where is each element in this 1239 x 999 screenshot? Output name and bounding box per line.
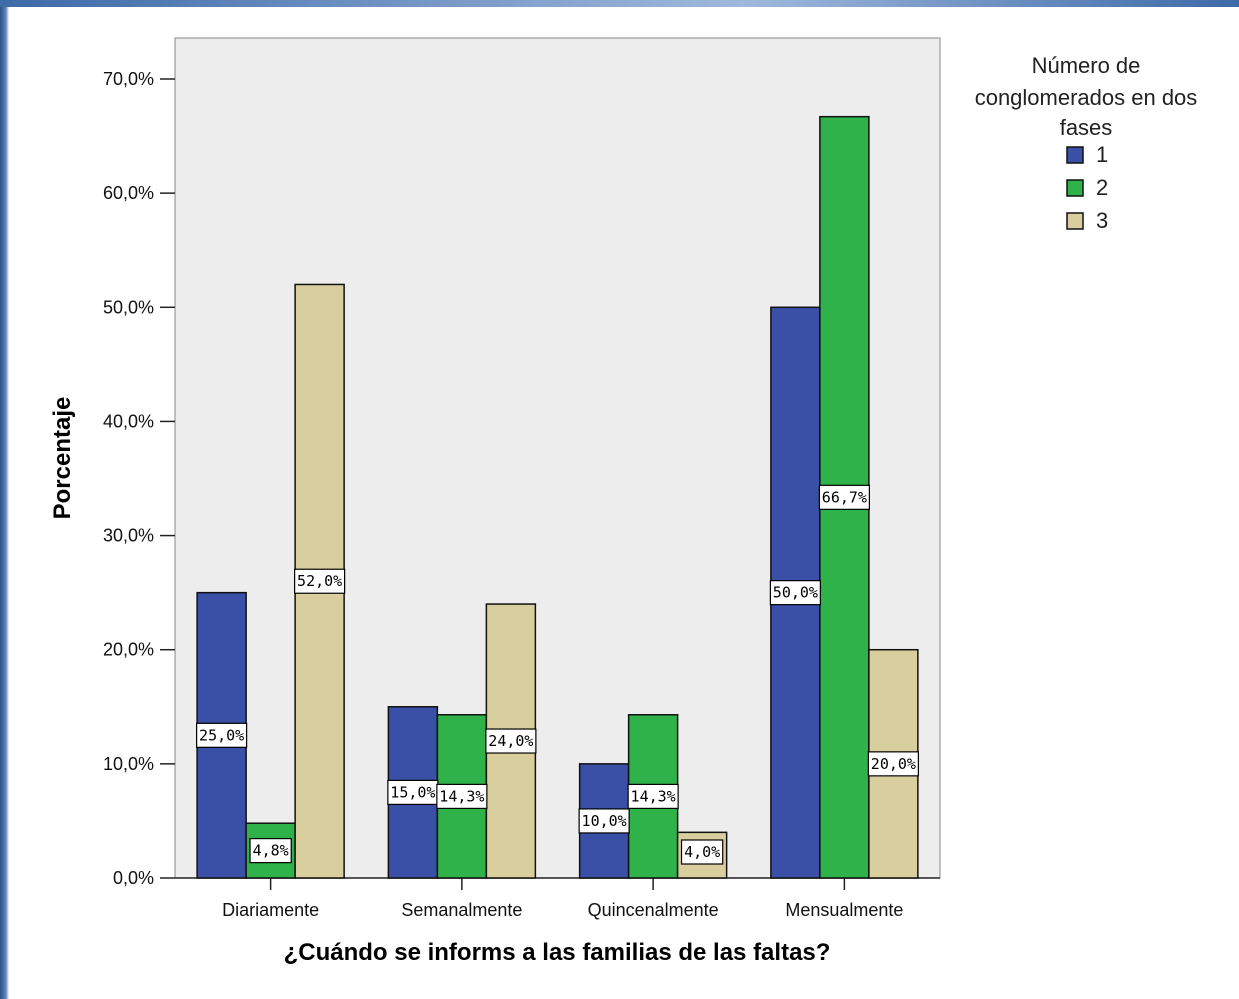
data-label-text: 52,0% [297,572,342,590]
data-label-text: 66,7% [822,488,867,506]
x-tick-label: Semanalmente [401,900,522,920]
y-tick-label: 10,0% [103,754,154,774]
legend-swatch [1066,146,1084,164]
data-label-text: 24,0% [488,732,533,750]
legend-swatch [1066,212,1084,230]
data-label-text: 25,0% [199,726,244,744]
legend-label: 2 [1096,175,1108,200]
data-label-box [196,722,248,748]
data-label-text: 4,0% [684,843,720,861]
data-label-box [680,839,724,865]
data-label-text: 20,0% [871,755,916,773]
legend-title-line-2: conglomerados en dos [975,85,1198,110]
data-labels-group: 25,0%4,8%52,0%15,0% 14,3%24,0%10,0%14,3%4… [196,484,919,865]
data-label: 52,0% [294,568,346,594]
data-label-text: 50,0% [773,584,818,602]
data-label-box [578,808,630,834]
x-tick-label: Quincenalmente [588,900,719,920]
data-label: 14,3% [436,783,488,809]
legend-title-line-3: fases [1060,115,1113,140]
data-label: 15,0% [387,779,439,805]
y-tick-label: 60,0% [103,183,154,203]
data-label: 50,0% [769,580,821,606]
data-label-text: 10,0% [582,812,627,830]
data-label-text: 4,8% [253,842,289,860]
x-axis: Diariamente Semanalmente Quincenalmente Men… [222,878,903,920]
legend-item: 1 [1066,142,1108,167]
y-axis-title: Porcentaje [49,397,76,520]
data-label: 20,0% [867,751,919,777]
legend-label: 3 [1096,208,1108,233]
data-label-box [485,728,537,754]
data-label-box [867,751,919,777]
y-tick-label: 30,0% [103,526,154,546]
data-label-text: 14,3% [631,787,676,805]
y-tick-label: 20,0% [103,640,154,660]
legend-title-line-1: Número de [1032,53,1141,78]
data-label: 25,0% [196,722,248,748]
data-label-box [249,838,292,864]
data-label: 24,0% [485,728,537,754]
data-label-box [769,580,821,606]
data-label: 4,8% [249,838,292,864]
data-label-text: 14,3% [439,787,484,805]
y-tick-label: 40,0% [103,411,154,431]
data-label-box [294,568,346,594]
data-label-box [436,783,488,809]
data-label: 14,3% [627,783,679,809]
data-label-box [627,783,679,809]
legend-label: 1 [1096,142,1108,167]
y-tick-label: 70,0% [103,69,154,89]
x-tick-label: Diariamente [222,900,319,920]
data-label: 10,0% [578,808,630,834]
data-label: 66,7% [818,484,870,510]
window-top-band [0,0,1239,7]
data-label-box [818,484,870,510]
x-tick-label: Mensualmente [785,900,903,920]
y-tick-label: 0,0% [113,868,154,888]
legend-item: 3 [1066,208,1108,233]
legend: Número de conglomerados en dos fases 1 2 3 [975,53,1198,233]
legend-swatch [1066,179,1084,197]
data-label-text: 15,0% [390,783,435,801]
legend-item: 2 [1066,175,1108,200]
data-label: 4,0% [680,839,724,865]
x-axis-title: ¿Cuándo se informs a las familias de las… [284,939,831,966]
y-tick-label: 50,0% [103,297,154,317]
